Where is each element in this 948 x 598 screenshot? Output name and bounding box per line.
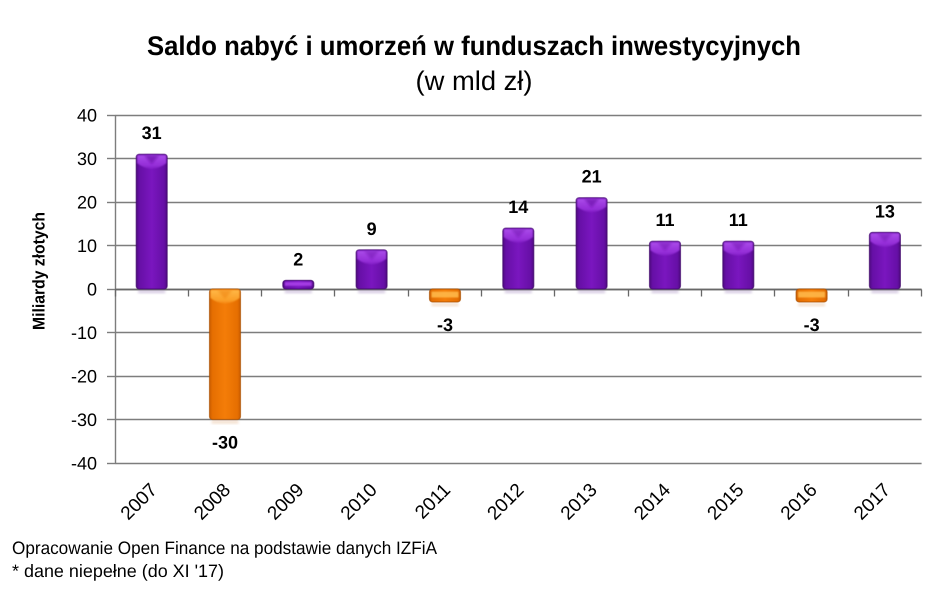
svg-text:14: 14 bbox=[508, 197, 528, 217]
svg-text:-3: -3 bbox=[804, 315, 820, 335]
svg-text:-20: -20 bbox=[71, 366, 97, 386]
svg-text:* dane niepełne (do XI '17): * dane niepełne (do XI '17) bbox=[12, 561, 224, 581]
svg-text:-3: -3 bbox=[437, 315, 453, 335]
svg-text:-30: -30 bbox=[212, 433, 238, 453]
svg-text:9: 9 bbox=[367, 219, 377, 239]
svg-text:-30: -30 bbox=[71, 410, 97, 430]
svg-text:21: 21 bbox=[582, 167, 602, 187]
svg-text:(w mld zł): (w mld zł) bbox=[416, 66, 533, 96]
svg-text:10: 10 bbox=[77, 236, 97, 256]
svg-text:Saldo nabyć i umorzeń w fundus: Saldo nabyć i umorzeń w funduszach inwes… bbox=[147, 31, 801, 61]
svg-text:11: 11 bbox=[655, 210, 674, 230]
svg-text:11: 11 bbox=[729, 210, 748, 230]
svg-text:-40: -40 bbox=[71, 453, 97, 473]
svg-text:0: 0 bbox=[87, 279, 97, 299]
svg-text:20: 20 bbox=[77, 192, 97, 212]
svg-text:40: 40 bbox=[77, 105, 97, 125]
svg-text:30: 30 bbox=[77, 149, 97, 169]
svg-text:13: 13 bbox=[875, 201, 895, 221]
svg-text:Opracowanie Open Finance na po: Opracowanie Open Finance na podstawie da… bbox=[12, 538, 437, 558]
svg-text:Miliardy złotych: Miliardy złotych bbox=[30, 212, 49, 330]
svg-text:-10: -10 bbox=[71, 323, 97, 343]
svg-text:2: 2 bbox=[293, 249, 303, 269]
svg-text:31: 31 bbox=[142, 123, 162, 143]
